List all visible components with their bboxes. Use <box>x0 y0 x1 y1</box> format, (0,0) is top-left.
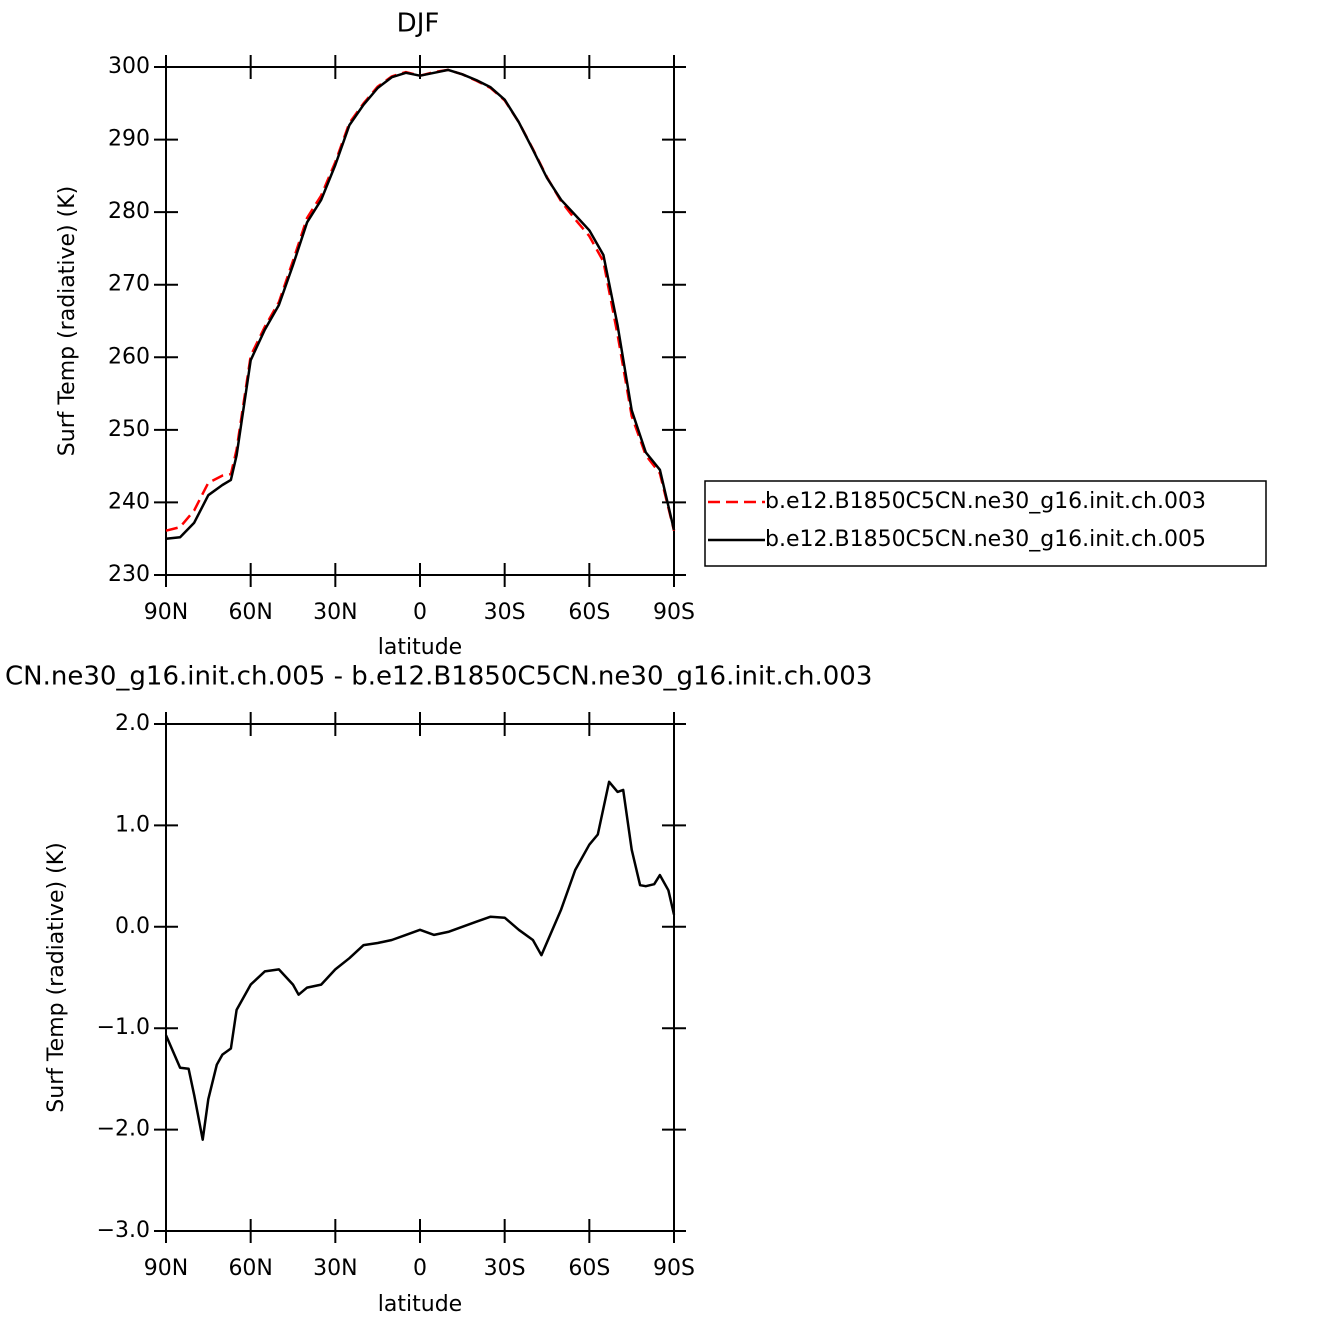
y-axis-label: Surf Temp (radiative) (K) <box>44 842 69 1112</box>
y-tick-label: 280 <box>108 199 150 224</box>
legend-label: b.e12.B1850C5CN.ne30_g16.init.ch.003 <box>765 489 1206 514</box>
x-tick-label: 60N <box>228 600 272 625</box>
y-tick-label: 2.0 <box>115 711 150 736</box>
data-line <box>164 780 676 1141</box>
plot-frame <box>165 66 675 576</box>
data-line <box>165 68 676 532</box>
y-tick-label: −3.0 <box>97 1218 150 1243</box>
y-tick-label: 260 <box>108 344 150 369</box>
data-line <box>165 68 676 540</box>
y-tick-label: 270 <box>108 272 150 297</box>
y-axis-label: Surf Temp (radiative) (K) <box>55 186 80 456</box>
x-axis-label: latitude <box>378 1292 462 1317</box>
x-tick-label: 90S <box>653 600 695 625</box>
x-tick-label: 30N <box>313 600 357 625</box>
x-tick-label: 60N <box>228 1256 272 1281</box>
y-tick-label: 230 <box>108 562 150 587</box>
x-tick-label: 0 <box>413 1256 427 1281</box>
y-tick-label: −1.0 <box>97 1015 150 1040</box>
chart-title: CN.ne30_g16.init.ch.005 - b.e12.B1850C5C… <box>5 662 872 692</box>
x-tick-label: 30S <box>484 600 526 625</box>
x-tick-label: 0 <box>413 600 427 625</box>
x-tick-label: 90N <box>144 600 188 625</box>
y-tick-label: 240 <box>108 489 150 514</box>
y-tick-label: −2.0 <box>97 1117 150 1142</box>
x-tick-label: 60S <box>568 1256 610 1281</box>
y-tick-label: 250 <box>108 417 150 442</box>
y-tick-label: 1.0 <box>115 812 150 837</box>
plot-frame <box>165 723 675 1232</box>
x-tick-label: 60S <box>568 600 610 625</box>
legend-label: b.e12.B1850C5CN.ne30_g16.init.ch.005 <box>765 527 1206 552</box>
x-tick-label: 90S <box>653 1256 695 1281</box>
legend-box <box>704 480 1267 567</box>
y-tick-label: 290 <box>108 127 150 152</box>
x-tick-label: 30S <box>484 1256 526 1281</box>
y-tick-label: 0.0 <box>115 914 150 939</box>
chart-title: DJF <box>397 9 440 39</box>
x-axis-label: latitude <box>378 635 462 660</box>
x-tick-label: 90N <box>144 1256 188 1281</box>
y-tick-label: 300 <box>108 54 150 79</box>
x-tick-label: 30N <box>313 1256 357 1281</box>
